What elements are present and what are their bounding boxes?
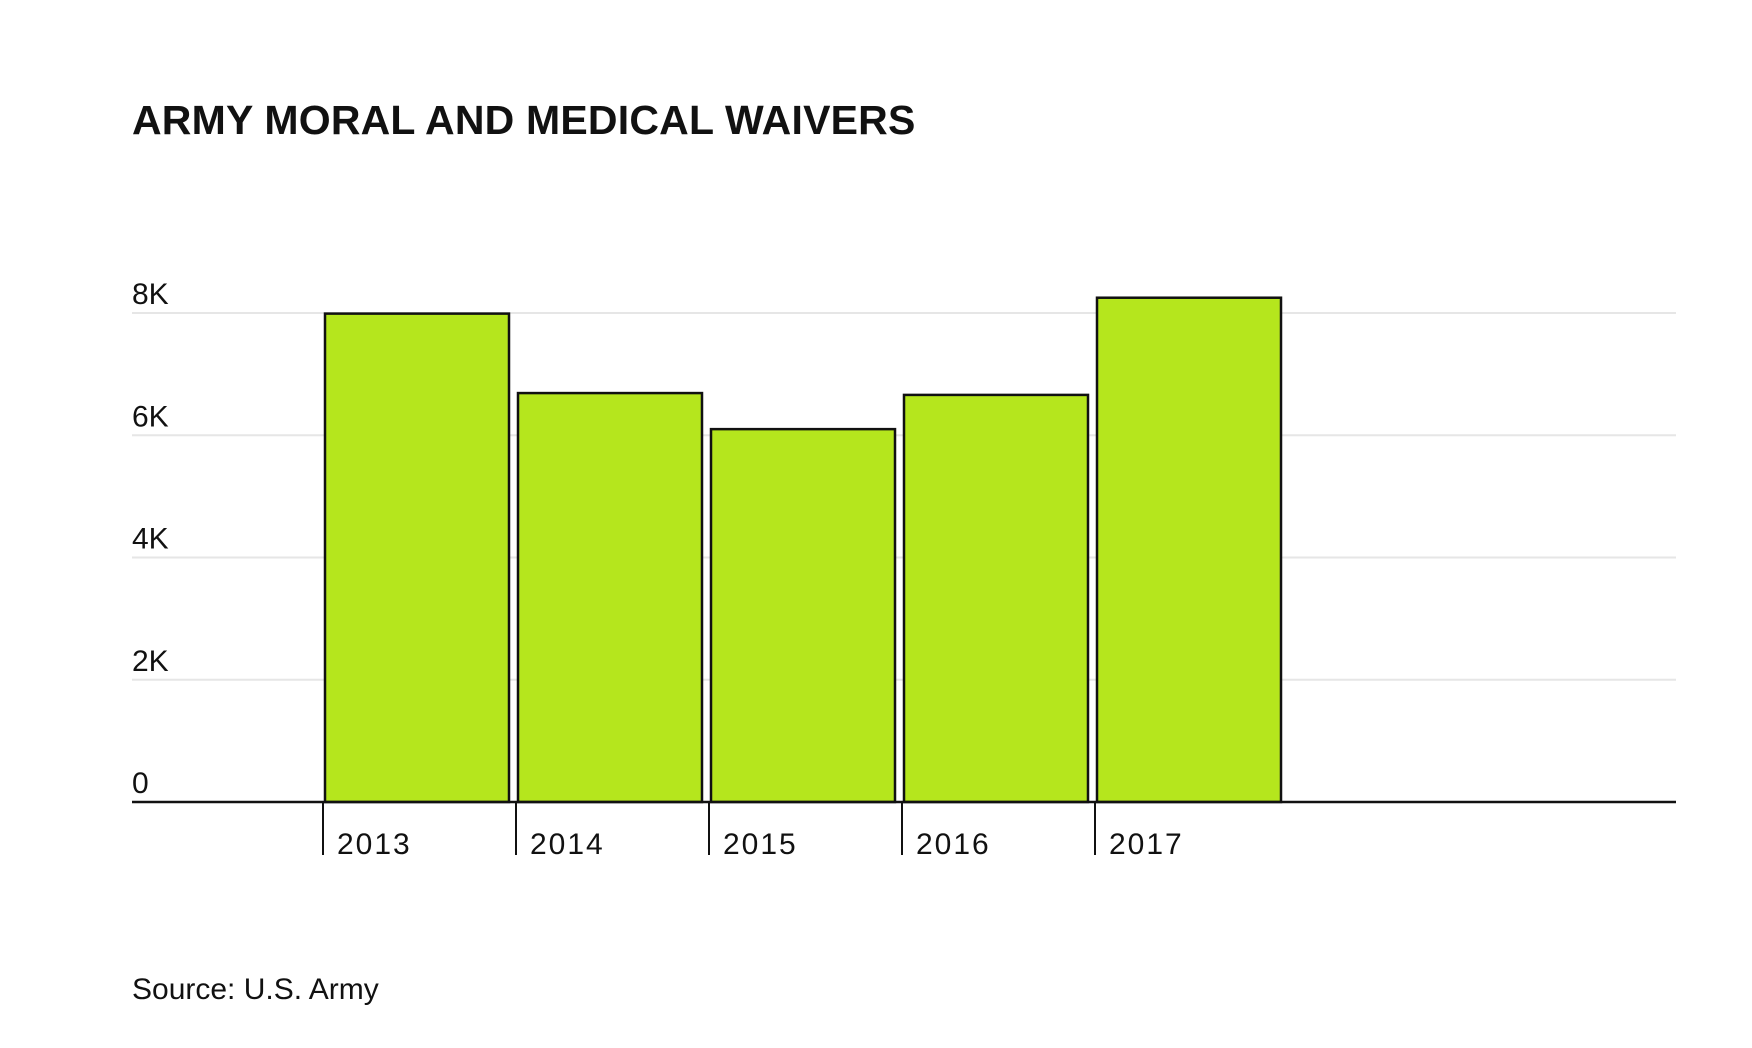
x-tick-label: 2013 [337,828,412,861]
x-tick-label: 2014 [530,828,605,861]
y-tick-label: 6K [132,400,169,433]
x-tick-label: 2016 [916,828,991,861]
bar-2016 [902,393,1090,804]
x-axis-ticks: 2013 2014 2015 2016 2017 [322,802,1184,861]
x-tick-label: 2015 [723,828,798,861]
bar-2017 [1095,296,1283,804]
bar-2015 [709,427,897,804]
y-tick-label: 2K [132,645,169,678]
y-axis-tick-labels: 0 2K 4K 6K 8K [132,278,169,800]
y-tick-label: 4K [132,523,169,556]
x-tick-label: 2017 [1109,828,1184,861]
chart-title: ARMY MORAL AND MEDICAL WAIVERS [132,97,916,143]
bar-2014 [516,391,704,804]
y-tick-label: 8K [132,278,169,311]
bars [323,296,1283,804]
source-note: Source: U.S. Army [132,973,379,1006]
bar-2013 [323,312,511,804]
y-tick-label: 0 [132,767,149,800]
